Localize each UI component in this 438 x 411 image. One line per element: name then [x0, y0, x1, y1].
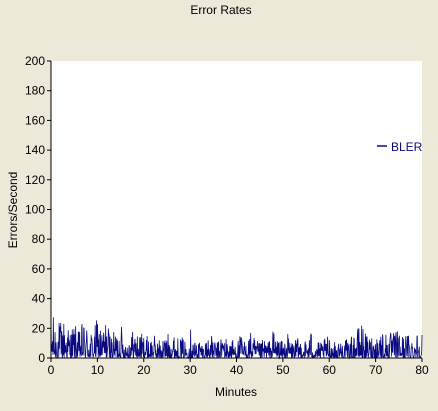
x-axis-label: Minutes — [215, 385, 257, 399]
legend: BLER — [377, 140, 423, 154]
y-tick-label: 0 — [38, 351, 45, 365]
legend-label-bler: BLER — [391, 140, 423, 154]
x-axis-ticks: 0 10 20 30 40 50 60 70 80 — [48, 358, 429, 377]
x-tick-label: 60 — [323, 363, 337, 377]
chart-title: Error Rates — [190, 3, 251, 17]
x-tick-label: 70 — [369, 363, 383, 377]
y-tick-label: 120 — [25, 173, 45, 187]
x-tick-label: 20 — [137, 363, 151, 377]
y-tick-label: 100 — [25, 203, 45, 217]
x-tick-label: 80 — [415, 363, 429, 377]
y-tick-label: 200 — [25, 54, 45, 68]
x-tick-label: 40 — [230, 363, 244, 377]
plot-area — [51, 61, 422, 358]
y-tick-label: 40 — [32, 292, 46, 306]
y-axis-label: Errors/Second — [6, 172, 20, 249]
y-tick-label: 80 — [32, 232, 46, 246]
y-tick-label: 20 — [32, 321, 46, 335]
y-axis-ticks: 0 20 40 60 80 100 120 140 160 180 200 — [25, 54, 51, 365]
x-tick-label: 50 — [276, 363, 290, 377]
y-tick-label: 180 — [25, 84, 45, 98]
y-tick-label: 60 — [32, 262, 46, 276]
y-tick-label: 140 — [25, 143, 45, 157]
x-tick-label: 0 — [48, 363, 55, 377]
x-tick-label: 10 — [91, 363, 105, 377]
y-tick-label: 160 — [25, 113, 45, 127]
x-tick-label: 30 — [183, 363, 197, 377]
